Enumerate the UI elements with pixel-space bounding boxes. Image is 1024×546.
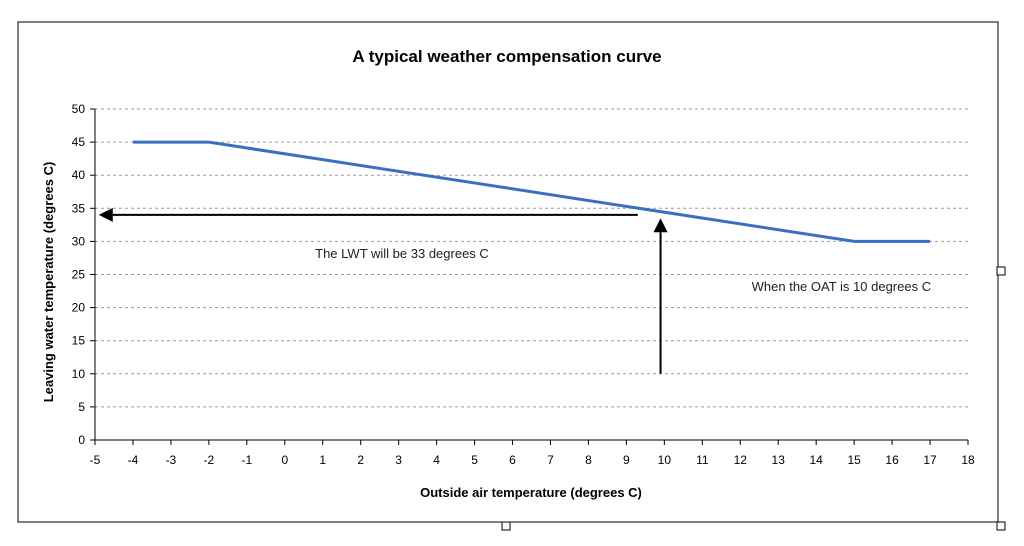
x-tick-label: -1 [241,453,252,467]
annotation-text: When the OAT is 10 degrees C [752,279,931,294]
x-tick-label: 5 [471,453,478,467]
x-tick-label: 0 [281,453,288,467]
y-axis-label: Leaving water temperature (degrees C) [41,162,56,403]
x-tick-label: -3 [166,453,177,467]
x-tick-label: -5 [90,453,101,467]
y-tick-label: 5 [78,400,85,414]
y-tick-label: 25 [72,268,86,282]
x-tick-label: 17 [923,453,937,467]
x-tick-label: 12 [734,453,748,467]
resize-handle-bottom[interactable] [501,521,511,531]
x-tick-label: 3 [395,453,402,467]
x-tick-label: 11 [696,453,709,467]
x-tick-label: 7 [547,453,554,467]
x-tick-label: 1 [319,453,326,467]
y-tick-label: 15 [72,334,86,348]
series-layer [132,140,931,243]
chart-frame [17,21,999,523]
y-tick-label: 40 [72,168,86,182]
x-tick-label: 13 [772,453,786,467]
x-tick-label: 16 [885,453,899,467]
x-tick-label: -4 [128,453,139,467]
x-tick-label: 10 [658,453,672,467]
x-tick-label: 6 [509,453,516,467]
x-tick-label: 4 [433,453,440,467]
x-axis-label: Outside air temperature (degrees C) [420,485,642,500]
resize-handle-corner[interactable] [996,521,1006,531]
series-line [132,140,931,243]
x-tick-label: 9 [623,453,630,467]
y-tick-label: 10 [72,367,86,381]
y-tick-label: 0 [78,433,85,447]
annotations: The LWT will be 33 degrees C When the OAT… [315,246,931,294]
chart-title: A typical weather compensation curve [352,47,661,66]
x-tick-label: 14 [809,453,823,467]
grid-lines [95,108,968,408]
y-tick-label: 20 [72,301,86,315]
x-tick-label: 8 [585,453,592,467]
annotation-arrows [98,207,668,374]
y-tick-label: 35 [72,201,86,215]
x-tick-label: 15 [847,453,861,467]
arrow-head [653,218,668,233]
x-tick-label: -2 [204,453,215,467]
annotation-text: The LWT will be 33 degrees C [315,246,489,261]
arrow-head [98,207,113,222]
y-tick-label: 30 [72,234,86,248]
x-tick-label: 18 [961,453,975,467]
resize-handle-right[interactable] [996,266,1006,276]
y-tick-label: 50 [72,102,86,116]
x-tick-label: 2 [357,453,364,467]
y-tick-label: 45 [72,135,86,149]
